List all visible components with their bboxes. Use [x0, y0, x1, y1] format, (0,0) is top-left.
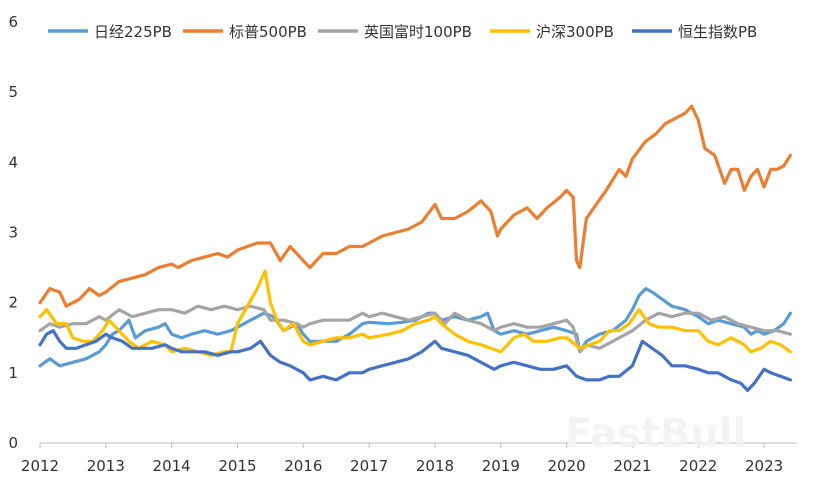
y-tick-label: 0 — [8, 434, 18, 452]
legend-label: 恒生指数PB — [678, 23, 757, 41]
legend-label: 英国富时100PB — [364, 23, 472, 41]
legend-label: 日经225PB — [94, 23, 172, 41]
y-axis-ticks: 0 1 2 3 4 5 6 — [8, 13, 18, 452]
y-tick-label: 5 — [8, 83, 18, 101]
legend-label: 标普500PB — [229, 23, 307, 41]
y-tick-label: 2 — [8, 294, 18, 312]
series-line-4 — [38, 329, 792, 392]
series-line-1 — [38, 104, 792, 308]
legend: 日经225PB 标普500PB 英国富时100PB 沪深300PB 恒生指数PB — [48, 23, 757, 41]
x-tick-label: 2016 — [284, 457, 322, 475]
x-axis-ticks: 2012 2013 2014 2015 2016 2017 2018 2019 2020 2021… — [21, 443, 783, 475]
series-line-2 — [38, 304, 792, 354]
legend-label: 沪深300PB — [536, 23, 614, 41]
x-tick-label: 2014 — [153, 457, 191, 475]
x-tick-label: 2021 — [613, 457, 651, 475]
series-line-3 — [38, 269, 792, 357]
x-tick-label: 2015 — [218, 457, 256, 475]
y-tick-label: 1 — [8, 364, 18, 382]
x-tick-label: 2013 — [87, 457, 125, 475]
x-tick-label: 2018 — [416, 457, 454, 475]
y-tick-label: 3 — [8, 224, 18, 242]
x-tick-label: 2012 — [21, 457, 59, 475]
x-tick-label: 2023 — [745, 457, 783, 475]
y-tick-label: 6 — [8, 13, 18, 31]
x-tick-label: 2017 — [350, 457, 388, 475]
x-tick-label: 2022 — [679, 457, 717, 475]
series-group — [38, 104, 792, 392]
y-tick-label: 4 — [8, 153, 18, 171]
x-tick-label: 2019 — [482, 457, 520, 475]
watermark: FastBull — [565, 411, 746, 457]
x-tick-label: 2020 — [548, 457, 586, 475]
